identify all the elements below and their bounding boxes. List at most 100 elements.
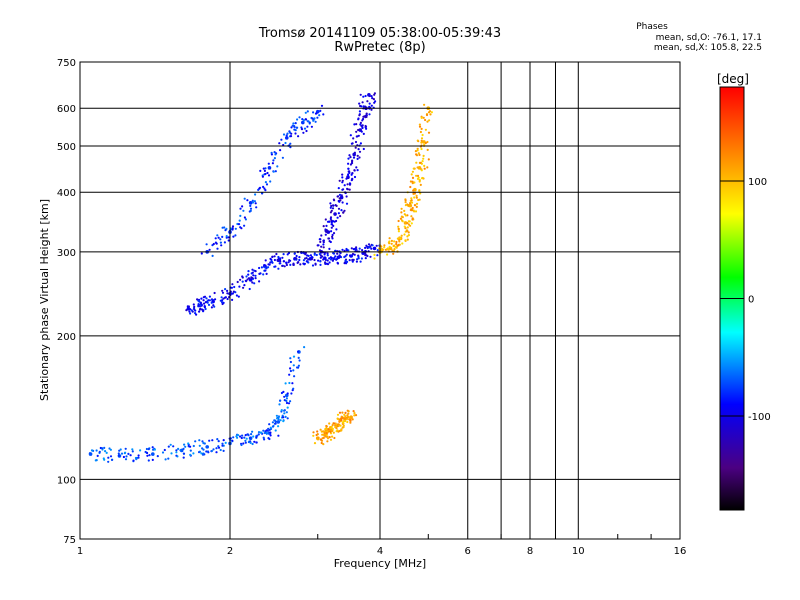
scatter-dot (419, 130, 422, 134)
scatter-dot (286, 253, 289, 256)
scatter-dot (354, 140, 358, 144)
scatter-dot (279, 257, 282, 260)
scatter-dot (368, 113, 371, 116)
colorbar-tick-label: -100 (748, 412, 771, 423)
scatter-dot (281, 264, 284, 267)
scatter-dot (298, 256, 301, 259)
scatter-dot (341, 416, 344, 419)
scatter-dot (183, 443, 186, 446)
scatter-dot (194, 309, 197, 312)
chart-subtitle: RwPretec (8p) (334, 40, 426, 55)
scatter-dot (303, 346, 306, 349)
x-tick-label: 10 (572, 546, 585, 557)
scatter-dot (246, 433, 249, 436)
phase-info-x-mode: mean, sd,X: 105.8, 22.5 (653, 43, 762, 53)
scatter-dot (316, 433, 319, 436)
scatter-dot (216, 438, 219, 441)
scatter-dot (104, 450, 107, 453)
scatter-dot (202, 299, 205, 302)
scatter-dot (212, 242, 215, 246)
scatter-dot (269, 431, 272, 434)
scatter-dot (337, 187, 340, 190)
scatter-dot (393, 244, 396, 247)
scatter-dot (332, 422, 336, 425)
scatter-dot (430, 111, 433, 114)
scatter-dot (423, 103, 426, 106)
scatter-dot (243, 224, 246, 227)
scatter-dot (397, 230, 400, 233)
scatter-dot (336, 413, 340, 416)
scatter-dot (362, 105, 365, 108)
data-point (326, 230, 331, 234)
scatter-dot (267, 174, 271, 177)
scatter-dot (262, 167, 265, 170)
scatter-dot (416, 147, 419, 150)
scatter-dot (358, 150, 362, 153)
scatter-dot (390, 242, 393, 245)
scatter-dot (234, 291, 237, 294)
scatter-dot (137, 456, 140, 459)
scatter-dot (418, 123, 421, 126)
scatter-dot (283, 265, 286, 268)
scatter-dot (405, 230, 408, 233)
scatter-dot (388, 237, 391, 240)
scatter-dot (333, 220, 336, 223)
scatter-dot (286, 406, 289, 409)
scatter-dot (343, 209, 346, 212)
scatter-dot (415, 194, 418, 197)
scatter-dot (328, 261, 331, 264)
scatter-dot (289, 369, 292, 373)
scatter-dot (261, 175, 264, 178)
scatter-dot (231, 298, 234, 301)
scatter-dot (326, 254, 329, 257)
scatter-dot (172, 445, 175, 448)
scatter-dot (420, 116, 423, 119)
scatter-dot (343, 184, 346, 187)
scatter-dot (319, 263, 322, 266)
scatter-dot (357, 128, 360, 132)
scatter-dot (411, 218, 414, 221)
scatter-dot (358, 110, 361, 113)
scatter-points (88, 92, 433, 463)
scatter-dot (355, 166, 358, 169)
scatter-dot (339, 255, 342, 258)
scatter-dot (336, 216, 339, 219)
scatter-dot (170, 452, 173, 455)
scatter-dot (324, 218, 327, 221)
scatter-dot (167, 445, 170, 448)
scatter-dot (411, 182, 414, 185)
y-tick-label: 500 (57, 142, 76, 153)
scatter-dot (354, 414, 358, 417)
scatter-dot (370, 104, 373, 107)
scatter-dot (322, 241, 325, 244)
scatter-dot (273, 157, 276, 160)
scatter-dot (417, 152, 420, 155)
scatter-dot (322, 430, 325, 433)
scatter-dot (294, 132, 297, 135)
scatter-dot (339, 215, 342, 218)
scatter-dot (242, 209, 245, 212)
scatter-dot (271, 162, 274, 165)
scatter-dot (338, 179, 341, 182)
scatter-dot (305, 129, 308, 133)
scatter-dot (360, 105, 363, 108)
scatter-dot (187, 305, 190, 308)
scatter-dot (182, 447, 185, 450)
scatter-dot (119, 448, 122, 451)
scatter-dot (348, 259, 351, 262)
scatter-dot (356, 157, 359, 160)
scatter-dot (296, 118, 299, 121)
scatter-dot (414, 210, 418, 213)
scatter-dot (226, 289, 229, 292)
scatter-dot (107, 460, 110, 463)
scatter-dot (341, 248, 344, 251)
scatter-dot (98, 450, 101, 453)
scatter-dot (279, 419, 282, 422)
scatter-dot (325, 425, 328, 428)
scatter-dot (424, 141, 427, 145)
scatter-dot (231, 228, 234, 231)
scatter-dot (366, 254, 369, 258)
scatter-dot (232, 436, 235, 439)
phase-info-heading: Phases (636, 22, 668, 32)
data-point (276, 420, 281, 424)
